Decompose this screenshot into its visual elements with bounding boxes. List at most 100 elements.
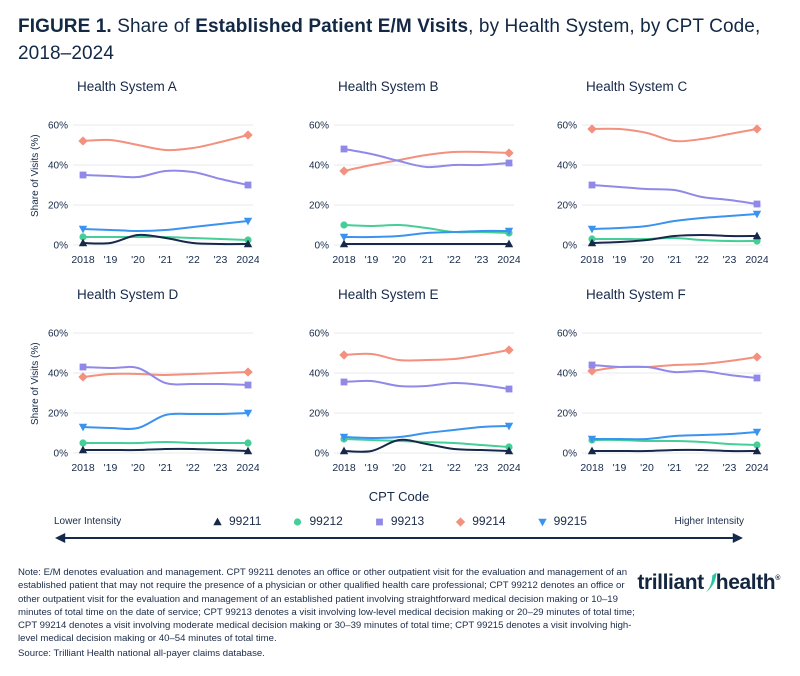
- legend-items: 99211 99212 99213 99214 99215: [211, 514, 587, 528]
- svg-text:40%: 40%: [557, 369, 577, 380]
- svg-text:0%: 0%: [54, 449, 69, 460]
- svg-text:'19: '19: [104, 462, 118, 474]
- trilliant-health-logo: trilliant health®: [637, 566, 780, 595]
- chart-title: Health System E: [338, 287, 439, 303]
- legend-label: 99212: [309, 514, 343, 529]
- svg-text:20%: 20%: [309, 409, 329, 420]
- svg-text:40%: 40%: [309, 161, 329, 172]
- triangle-up-icon: [213, 517, 222, 525]
- svg-text:'19: '19: [613, 462, 627, 474]
- svg-text:'22: '22: [186, 254, 200, 266]
- svg-text:20%: 20%: [309, 201, 329, 212]
- svg-text:0%: 0%: [315, 449, 330, 460]
- svg-text:'21: '21: [159, 254, 173, 266]
- svg-text:'23: '23: [475, 462, 489, 474]
- legend-item-99212: 99212: [291, 514, 343, 529]
- logo-word-health: health: [715, 571, 776, 595]
- page-title: FIGURE 1. Share of Established Patient E…: [18, 14, 763, 67]
- intensity-axis: [54, 531, 744, 550]
- svg-text:20%: 20%: [48, 201, 68, 212]
- legend-item-99211: 99211: [211, 514, 261, 528]
- note-text: Note: E/M denotes evaluation and managem…: [18, 567, 635, 645]
- chart-title: Health System C: [586, 79, 688, 95]
- svg-text:'23: '23: [475, 254, 489, 266]
- logo-word-trilliant: trilliant: [637, 571, 704, 595]
- svg-text:'19: '19: [104, 254, 118, 266]
- legend-label: 99211: [229, 514, 262, 529]
- diamond-icon: [456, 517, 466, 527]
- svg-text:'22: '22: [186, 462, 200, 474]
- chart-health-system-f: Health System F 60% 40% 20% 0% 2018 '19 '20 '21…: [550, 287, 798, 479]
- figure-label: FIGURE 1.: [18, 16, 118, 37]
- chart-health-system-b: Health System B 60% 40% 20% 0% 2018 '19 '20 '21…: [302, 79, 550, 271]
- svg-text:'21: '21: [420, 462, 434, 474]
- chart-title: Health System A: [77, 79, 177, 95]
- chart-health-system-d: Share of Visits (%) Health System D 60% 4…: [30, 287, 302, 479]
- svg-text:40%: 40%: [557, 161, 577, 172]
- legend-label: 99213: [390, 514, 425, 529]
- svg-text:'23: '23: [723, 462, 737, 474]
- svg-text:0%: 0%: [54, 241, 69, 252]
- lower-intensity-label: Lower Intensity: [54, 515, 122, 527]
- svg-text:2018: 2018: [71, 254, 95, 266]
- line-chart-health-system-c: 60% 40% 20% 0%2018 '19 '20 '21 '22 '23 2024: [557, 121, 768, 267]
- svg-text:2024: 2024: [236, 254, 259, 266]
- y-axis-title: Share of Visits (%): [30, 134, 41, 218]
- chart-title: Health System D: [77, 287, 179, 303]
- title-post: , by Health System, by CPT Code, 2018–20…: [18, 16, 761, 64]
- svg-text:40%: 40%: [309, 369, 329, 380]
- registered-mark: ®: [775, 575, 780, 583]
- chart-health-system-c: Health System C 60% 40% 20% 0% 2018 '19 '20 '21…: [550, 79, 798, 271]
- svg-text:20%: 20%: [48, 409, 68, 420]
- logo-swoosh-icon: [705, 572, 717, 593]
- svg-text:'20: '20: [392, 254, 406, 266]
- svg-text:'19: '19: [365, 462, 379, 474]
- svg-text:2018: 2018: [332, 254, 356, 266]
- legend: CPT Code Lower Intensity 99211 99212 992…: [18, 489, 780, 550]
- svg-text:40%: 40%: [48, 369, 68, 380]
- svg-text:'21: '21: [159, 462, 173, 474]
- y-axis-title: Share of Visits (%): [30, 342, 41, 426]
- svg-text:'22: '22: [447, 462, 461, 474]
- svg-text:'22: '22: [447, 254, 461, 266]
- svg-text:'20: '20: [131, 462, 145, 474]
- chart-title: Health System F: [586, 287, 686, 303]
- charts-grid: Share of Visits (%) Health System A 60% 4…: [30, 79, 780, 479]
- footer: Note: E/M denotes evaluation and managem…: [18, 566, 780, 660]
- svg-text:'23: '23: [214, 254, 228, 266]
- chart-health-system-e: Health System E 60% 40% 20% 0% 2018 '19 '20 '21…: [302, 287, 550, 479]
- circle-icon: [294, 518, 302, 526]
- source-text: Source: Trilliant Health national all-pa…: [18, 647, 265, 659]
- svg-text:'21: '21: [668, 254, 682, 266]
- legend-title: CPT Code: [368, 489, 430, 505]
- line-chart-health-system-b: 60% 40% 20% 0%2018 '19 '20 '21 '22 '23 2024: [309, 121, 520, 267]
- chart-health-system-a: Share of Visits (%) Health System A 60% 4…: [30, 79, 302, 271]
- svg-text:'20: '20: [392, 462, 406, 474]
- svg-text:20%: 20%: [557, 409, 577, 420]
- legend-label: 99215: [553, 514, 587, 529]
- svg-text:60%: 60%: [48, 329, 68, 340]
- svg-text:'23: '23: [723, 254, 737, 266]
- svg-text:2024: 2024: [497, 462, 520, 474]
- svg-text:'20: '20: [640, 254, 654, 266]
- legend-label: 99214: [472, 514, 506, 529]
- line-chart-health-system-a: 60% 40% 20% 0%2018 '19 '20 '21 '22 '23 2024: [48, 121, 259, 267]
- svg-text:'20: '20: [131, 254, 145, 266]
- line-chart-health-system-d: 60% 40% 20% 0%2018 '19 '20 '21 '22 '23 2024: [48, 329, 259, 475]
- svg-text:'21: '21: [668, 462, 682, 474]
- svg-text:'19: '19: [365, 254, 379, 266]
- svg-text:'22: '22: [695, 254, 709, 266]
- chart-title: Health System B: [338, 79, 439, 95]
- title-pre: Share of: [117, 16, 196, 37]
- legend-item-99214: 99214: [454, 514, 506, 529]
- svg-text:60%: 60%: [309, 329, 329, 340]
- svg-text:60%: 60%: [309, 121, 329, 132]
- svg-text:40%: 40%: [48, 161, 68, 172]
- svg-text:'22: '22: [695, 462, 709, 474]
- svg-text:2024: 2024: [745, 462, 768, 474]
- svg-text:'21: '21: [420, 254, 434, 266]
- svg-text:0%: 0%: [563, 449, 578, 460]
- higher-intensity-label: Higher Intensity: [674, 515, 744, 527]
- svg-text:2024: 2024: [236, 462, 259, 474]
